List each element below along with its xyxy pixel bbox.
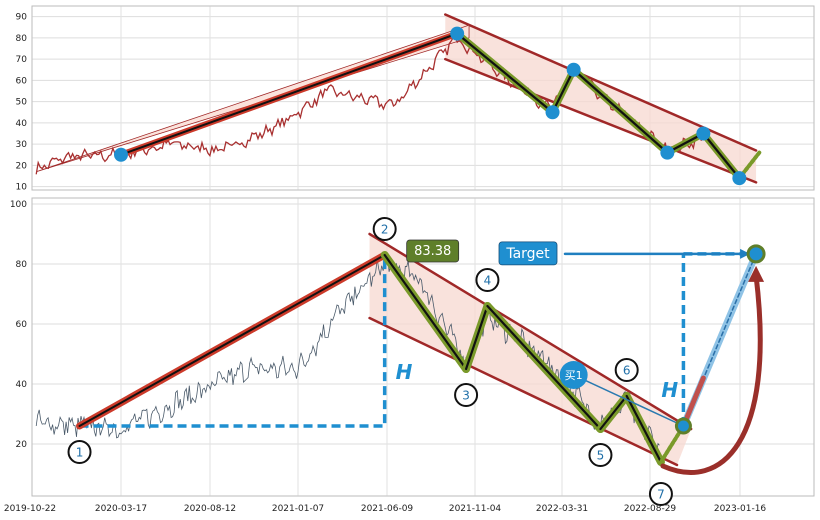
bottom-buy-badge xyxy=(559,361,588,389)
top-y-tick-label: 30 xyxy=(16,140,28,150)
wave-label-circle xyxy=(648,482,673,506)
bottom-peak-label: 83.38 xyxy=(414,244,451,259)
top-pivot-dot xyxy=(450,26,465,41)
bottom-channel-upper xyxy=(368,232,693,431)
wave-label: 4 xyxy=(484,274,492,288)
x-tick-label: 2021-06-09 xyxy=(361,504,414,514)
top-pivot-dot xyxy=(660,145,675,160)
bottom-y-tick-label: 60 xyxy=(16,320,28,330)
x-tick-label: 2023-01-16 xyxy=(714,504,767,514)
x-tick-label: 2020-03-17 xyxy=(95,504,147,514)
top-y-tick-label: 60 xyxy=(16,76,28,86)
wave-label: 7 xyxy=(657,488,665,502)
top-y-tick-label: 40 xyxy=(16,119,28,129)
bottom-peak-badge xyxy=(406,239,460,263)
bottom-target-dot xyxy=(746,244,766,264)
bottom-wave-black xyxy=(383,253,468,371)
wave-label-circle xyxy=(475,268,500,292)
top-pivot-dot xyxy=(545,105,560,120)
top-y-tick-label: 50 xyxy=(16,98,28,108)
bottom-wave-black xyxy=(486,304,602,431)
top-panel: 10 20 30 40 50 60 70 80 90 xyxy=(16,5,815,193)
top-pivot-dot xyxy=(696,126,711,141)
wave-label-circle xyxy=(588,443,613,467)
bottom-y-tick-label: 20 xyxy=(16,440,28,450)
bottom-buy-label: 买1 xyxy=(565,369,583,382)
top-wave-black xyxy=(551,68,575,114)
bottom-h-label-left: H xyxy=(396,360,413,384)
x-tick-label: 2022-08-29 xyxy=(624,504,677,514)
x-tick-label: 2022-03-31 xyxy=(536,504,588,514)
bottom-projection-red xyxy=(680,375,706,429)
bottom-buy-dot xyxy=(674,417,692,435)
x-tick-label: 2021-11-04 xyxy=(449,504,502,514)
x-tick-label: 2021-01-07 xyxy=(272,504,324,514)
bottom-h-label-right: H xyxy=(661,378,678,402)
bottom-target-arrowhead xyxy=(740,248,751,259)
top-panel-frame xyxy=(31,5,815,191)
top-wave-black xyxy=(572,68,669,154)
x-tick-label: 2019-10-22 xyxy=(4,504,56,514)
bottom-wave-black xyxy=(599,394,628,431)
bottom-target-label: Target xyxy=(505,246,550,262)
wave-label-circle xyxy=(614,358,639,382)
wave-label: 5 xyxy=(597,449,605,463)
bottom-curved-arrow xyxy=(660,273,763,475)
bottom-y-tick-label: 80 xyxy=(16,260,28,270)
wave-label: 3 xyxy=(462,389,470,403)
top-y-tick-label: 80 xyxy=(16,34,28,44)
top-y-tick-label: 10 xyxy=(16,183,28,193)
x-ticks: 2019-10-22 2020-03-17 2020-08-12 2021-01-07… xyxy=(4,504,767,514)
wave-label: 2 xyxy=(381,223,389,237)
top-content xyxy=(35,13,762,186)
bottom-y-tick-label: 100 xyxy=(10,200,27,210)
top-pivot-dot xyxy=(114,147,128,162)
bottom-h-measure-left xyxy=(79,255,387,428)
x-tick-label: 2020-08-12 xyxy=(184,504,236,514)
bottom-y-tick-label: 40 xyxy=(16,380,28,390)
wave-label-circle xyxy=(67,440,92,464)
top-channel-lower xyxy=(444,57,758,184)
bottom-channel-lower xyxy=(368,316,679,467)
top-y-tick-label: 20 xyxy=(16,161,28,171)
top-pivot-dot xyxy=(566,62,581,77)
wave-label: 6 xyxy=(623,364,631,378)
top-channel-fill xyxy=(445,14,757,183)
top-trend-black xyxy=(120,32,459,156)
wave-label-circle xyxy=(454,383,479,407)
bottom-content: 买1 83.38 Target H H 1 2 3 4 5 6 7 xyxy=(35,217,766,506)
bottom-y-ticks: 20 40 60 80 100 xyxy=(10,200,27,450)
bottom-buy-link xyxy=(572,374,685,427)
top-wave-black xyxy=(456,32,554,114)
bottom-wave-black xyxy=(464,304,489,371)
bottom-wave-black xyxy=(625,394,663,464)
top-wave-black xyxy=(702,132,741,180)
top-y-tick-label: 70 xyxy=(16,55,28,65)
top-y-ticks: 10 20 30 40 50 60 70 80 90 xyxy=(16,13,28,193)
bottom-target-badge xyxy=(498,241,558,266)
bottom-trend-black xyxy=(78,254,386,427)
bottom-curved-arrowhead xyxy=(748,265,765,282)
top-y-tick-label: 90 xyxy=(16,13,28,23)
wave-label: 1 xyxy=(76,446,84,460)
bottom-panel: 20 40 60 80 100 买1 83.38 Target H H 1 2 3 4 5 6 7 2019-… xyxy=(4,197,815,514)
wave-label-circle xyxy=(372,217,397,241)
top-pivot-dot xyxy=(732,171,747,186)
